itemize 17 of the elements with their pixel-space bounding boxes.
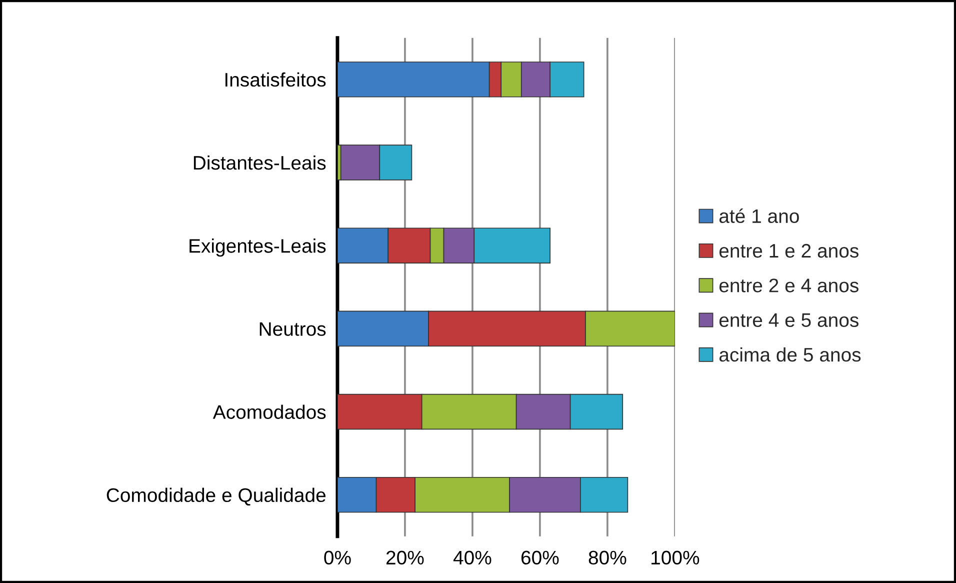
legend-label: entre 4 e 5 anos [719, 313, 858, 327]
legend-label: entre 2 e 4 anos [719, 278, 858, 292]
y-tick-label: Distantes-Leais [194, 155, 326, 170]
legend-label: acima de 5 anos [719, 347, 861, 362]
legend-label: entre 1 e 2 anos [719, 244, 858, 258]
x-tick-label: 40% [453, 550, 492, 565]
y-tick-label: Insatisfeitos [225, 72, 326, 87]
x-tick-label: 60% [521, 550, 559, 565]
x-tick-label: 80% [588, 550, 626, 565]
y-tick-label: Comodidade e Qualidade [106, 488, 326, 506]
y-tick-label: Acomodados [212, 404, 326, 419]
x-tick-label: 0% [324, 550, 351, 565]
y-tick-label: Neutros [260, 322, 326, 336]
legend-label: até 1 ano [719, 208, 799, 224]
y-tick-label: Exigentes-Leais [190, 238, 326, 257]
x-tick-label: 20% [386, 550, 424, 565]
x-tick-label: 100% [652, 550, 700, 565]
